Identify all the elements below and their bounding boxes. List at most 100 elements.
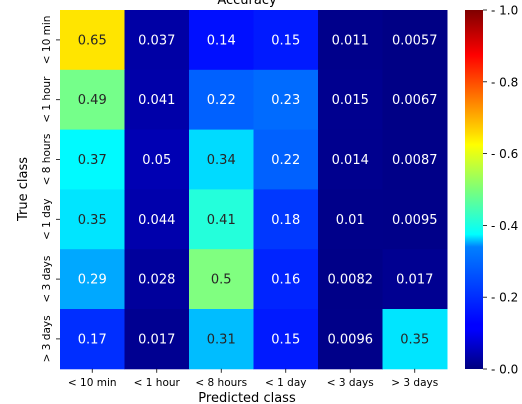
heatmap-cell [124,309,190,370]
heatmap-cell [253,309,319,370]
cell-value-label: 0.044 [138,213,175,228]
heatmap-cell [189,309,254,370]
heatmap-cell [253,10,319,71]
x-tick-label: > 3 days [391,377,438,389]
y-tick-label: < 1 hour [41,76,53,123]
cell-value-label: 0.5 [211,273,232,288]
colorbar-ticks: - 0.0 - 0.2 - 0.4 - 0.6 - 0.8 - 1.0 [483,4,518,377]
heatmap-cell [318,10,383,71]
y-tick-label: > 3 days [41,315,53,362]
y-tick-label: < 1 day [41,199,53,240]
heatmap-cell [253,69,319,131]
colorbar-tick-label: - 0.2 [491,291,518,305]
y-axis-label: True class [16,157,31,222]
cell-value-label: 0.37 [78,153,107,168]
cell-value-label: 0.16 [271,273,300,288]
cell-value-label: 0.41 [207,213,236,228]
heatmap-cell [124,129,190,190]
heatmap-cell [124,69,190,131]
cell-value-label: 0.15 [271,33,300,48]
heatmap-cell [253,249,319,310]
cell-value-label: 0.0095 [392,213,438,228]
heatmap-cell [253,189,319,250]
cell-value-label: 0.0087 [392,153,438,168]
colorbar-tick-label: - 0.0 [491,363,518,377]
heatmap-cell [318,129,383,190]
heatmap-cell [124,10,190,71]
heatmap-cell [60,69,125,131]
heatmap-cell [318,309,383,370]
y-tick-label: < 8 hours [41,134,53,186]
heatmap-cell [60,189,125,250]
heatmap-cell [382,129,448,190]
x-tick-label: < 1 day [265,377,306,389]
heatmap-cell [60,309,125,370]
cell-value-label: 0.22 [271,153,300,168]
cell-value-label: 0.22 [207,93,236,108]
y-tick-label: < 10 min [41,16,53,65]
heatmap-cell [124,249,190,310]
cell-value-label: 0.017 [396,273,433,288]
x-tick-label: < 10 min [68,377,117,389]
cell-value-label: 0.49 [78,93,107,108]
heatmap-cell [189,129,254,190]
x-axis-label: Predicted class [198,391,296,404]
cell-value-label: 0.05 [142,153,171,168]
cell-value-label: 0.011 [332,33,369,48]
cell-value-label: 0.017 [138,332,175,347]
heatmap-cell [189,189,254,250]
colorbar-tick-label: - 0.4 [491,219,518,233]
y-axis-ticks: < 10 min < 1 hour < 8 hours < 1 day < 3 days… [41,16,60,362]
cell-value-label: 0.65 [78,33,107,48]
cell-value-label: 0.18 [271,213,300,228]
heatmap-cell [382,69,448,131]
cell-value-label: 0.0096 [328,332,374,347]
cell-value-label: 0.015 [332,93,369,108]
heatmap-cell [189,10,254,71]
cell-value-label: 0.0067 [392,93,438,108]
cell-value-label: 0.23 [271,93,300,108]
heatmap-cell [189,249,254,310]
heatmap-cell-labels: 0.65 0.037 0.14 0.15 0.011 0.0057 0.49 0.041 0.2… [78,33,438,347]
heatmap-cell [124,189,190,250]
cell-value-label: 0.028 [138,273,175,288]
heatmap-cell [60,10,125,71]
colorbar-tick-label: - 1.0 [491,4,518,18]
heatmap-cell [60,129,125,190]
cell-value-label: 0.0057 [392,33,438,48]
cell-value-label: 0.037 [138,33,175,48]
y-tick-label: < 3 days [41,256,53,303]
cell-value-label: 0.29 [78,273,107,288]
cell-value-label: 0.14 [207,33,236,48]
heatmap-cell [382,249,448,310]
heatmap-cell [253,129,319,190]
cell-value-label: 0.0082 [328,273,374,288]
heatmap-cell [189,69,254,131]
heatmap-cells [60,10,448,370]
cell-value-label: 0.17 [78,332,107,347]
cell-value-label: 0.31 [207,332,236,347]
heatmap-cell [60,249,125,310]
cell-value-label: 0.35 [78,213,107,228]
cell-value-label: 0.01 [336,213,365,228]
cell-value-label: 0.35 [400,332,429,347]
heatmap-cell [382,189,448,250]
heatmap-cell [382,10,448,71]
cell-value-label: 0.014 [332,153,369,168]
heatmap-cell [318,249,383,310]
heatmap-cell [318,189,383,250]
x-tick-label: < 8 hours [195,377,247,389]
heatmap-cell [318,69,383,131]
heatmap-cell [382,309,448,370]
cell-value-label: 0.041 [138,93,175,108]
chart-title: Accuracy [217,0,277,8]
colorbar [465,10,483,369]
x-tick-label: < 3 days [327,377,374,389]
colorbar-tick-label: - 0.6 [491,147,518,161]
x-axis-ticks: < 10 min < 1 hour < 8 hours < 1 day < 3 days… [68,368,438,389]
cell-value-label: 0.15 [271,332,300,347]
colorbar-tick-label: - 0.8 [491,75,518,89]
cell-value-label: 0.34 [207,153,236,168]
x-tick-label: < 1 hour [134,377,181,389]
